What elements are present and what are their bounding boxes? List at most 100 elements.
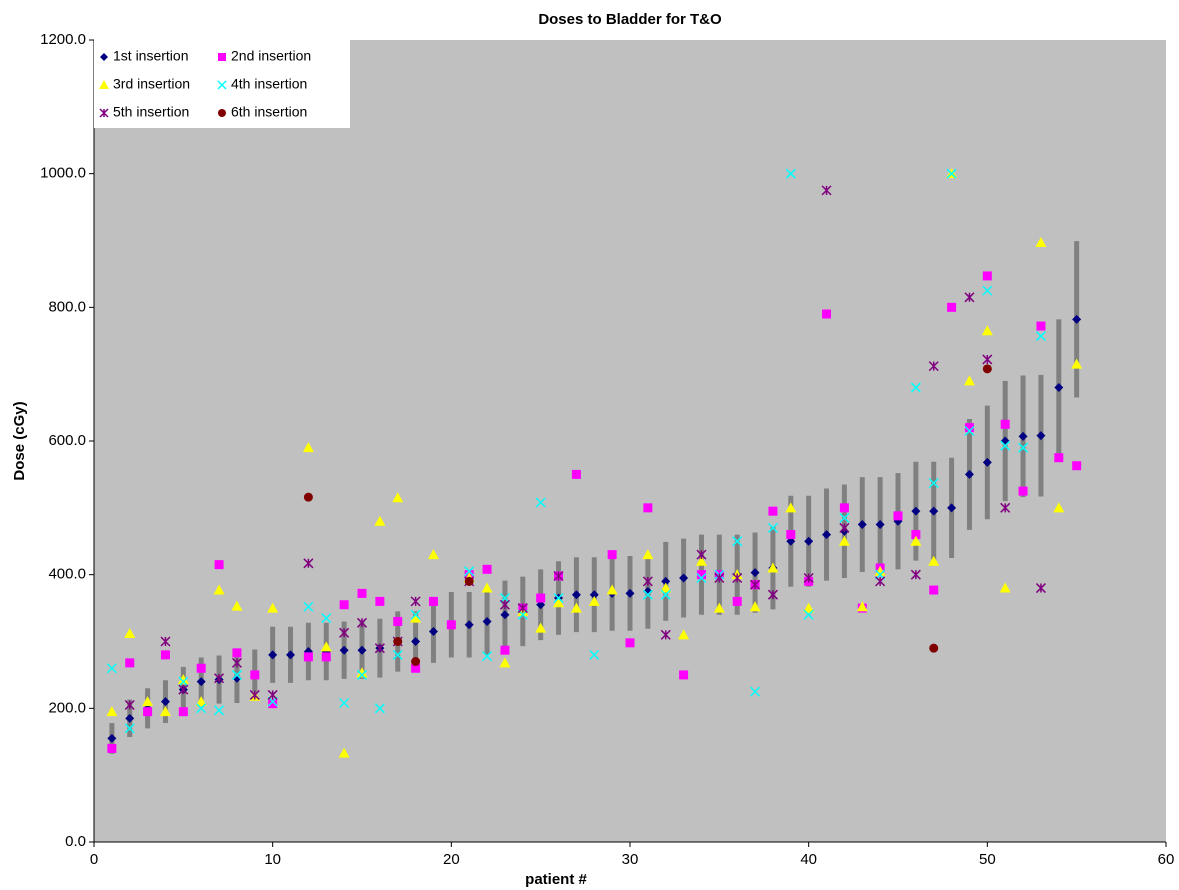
point (785, 502, 797, 513)
point (303, 601, 314, 612)
point (427, 549, 439, 560)
point (625, 638, 635, 648)
point (374, 515, 386, 526)
point (553, 593, 564, 604)
point (803, 572, 814, 584)
point (392, 492, 404, 503)
point (946, 168, 957, 179)
point (1072, 314, 1082, 324)
point (178, 707, 188, 717)
point (696, 570, 706, 580)
point (947, 302, 957, 312)
point (356, 617, 368, 628)
point (714, 572, 725, 584)
point (303, 492, 313, 502)
point (411, 637, 421, 646)
point (856, 601, 868, 612)
point (875, 576, 886, 587)
point (625, 588, 635, 598)
point (231, 600, 243, 611)
point (750, 579, 761, 590)
point (964, 423, 974, 433)
point (178, 676, 189, 687)
point (250, 670, 260, 680)
y-tick-label: 0.0 (65, 833, 86, 850)
point (535, 497, 546, 508)
y-axis-label: Dose (cGy) (11, 401, 28, 480)
legend-label: 6th insertion (231, 104, 307, 120)
point (446, 620, 456, 630)
point (1035, 583, 1046, 594)
point (231, 669, 242, 680)
y-tick-label: 600.0 (48, 432, 86, 449)
point (661, 576, 671, 586)
point (321, 652, 331, 662)
point (839, 522, 850, 533)
point (267, 689, 278, 700)
point (535, 622, 547, 633)
point (910, 535, 922, 546)
point (786, 530, 796, 540)
point (571, 590, 581, 600)
point (695, 555, 707, 566)
point (874, 565, 886, 576)
point (981, 325, 993, 336)
point (785, 168, 796, 179)
point (679, 670, 689, 680)
legend-marker (100, 53, 108, 61)
point (267, 602, 279, 613)
point (410, 609, 421, 620)
point (732, 536, 743, 547)
point (196, 663, 206, 673)
point (696, 572, 707, 584)
legend-marker (218, 109, 226, 117)
point (232, 648, 242, 658)
point (320, 641, 332, 652)
point (660, 589, 671, 600)
point (464, 566, 475, 577)
point (268, 650, 278, 660)
point (570, 602, 582, 613)
point (982, 271, 992, 281)
point (929, 506, 939, 516)
y-tick-label: 200.0 (48, 699, 86, 716)
point (177, 674, 189, 685)
point (642, 576, 653, 587)
y-tick-label: 1200.0 (40, 31, 86, 48)
point (804, 536, 814, 546)
point (375, 596, 385, 606)
legend-label: 1st insertion (113, 48, 188, 64)
x-tick-label: 40 (800, 851, 817, 868)
point (679, 573, 689, 583)
point (589, 649, 600, 660)
point (1072, 461, 1082, 471)
point (982, 285, 993, 296)
point (1000, 440, 1011, 451)
point (750, 686, 761, 697)
x-tick-label: 50 (979, 851, 996, 868)
legend-label: 3rd insertion (113, 76, 190, 92)
point (696, 549, 707, 560)
point (232, 673, 242, 683)
point (124, 723, 135, 734)
legend-marker (217, 80, 227, 90)
point (1018, 486, 1028, 496)
point (214, 560, 224, 570)
point (767, 589, 778, 600)
point (660, 582, 672, 593)
point (750, 568, 760, 578)
point (982, 364, 992, 374)
point (588, 595, 600, 606)
point (321, 613, 332, 624)
legend-label: 2nd insertion (231, 48, 311, 64)
point (356, 669, 368, 680)
point (339, 645, 349, 655)
point (911, 506, 921, 516)
legend-label: 4th insertion (231, 76, 307, 92)
point (303, 558, 314, 569)
point (839, 503, 849, 513)
point (392, 649, 403, 660)
x-tick-label: 30 (622, 851, 639, 868)
point (553, 597, 565, 608)
point (482, 564, 492, 574)
